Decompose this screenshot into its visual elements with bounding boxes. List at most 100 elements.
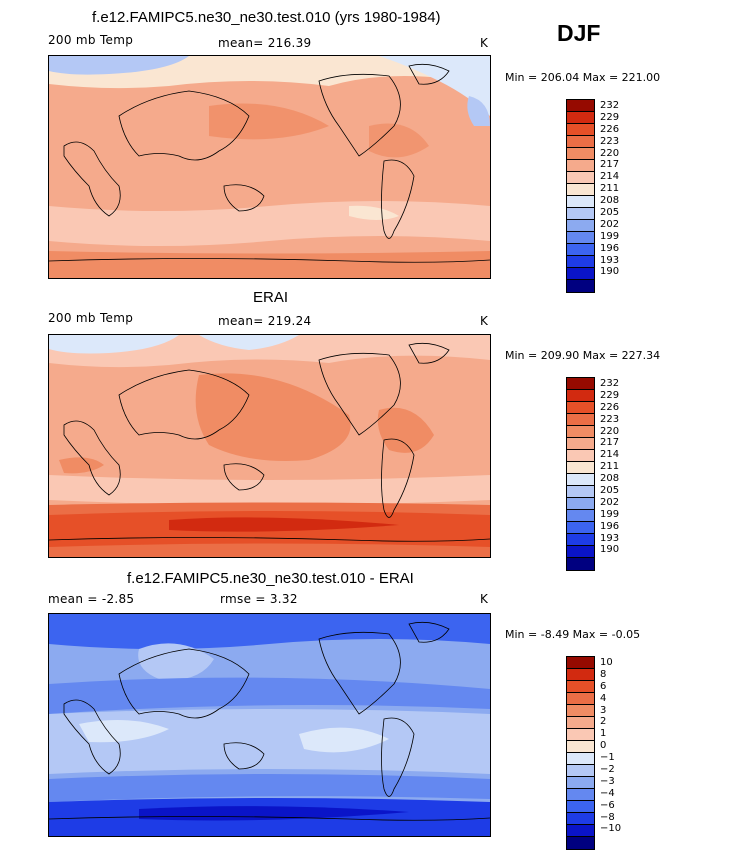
panel3-colorbar-label: 6 bbox=[600, 680, 607, 692]
panel3-mean-label: mean = -2.85 bbox=[48, 592, 135, 606]
panel2-colorbar-label: 214 bbox=[600, 449, 620, 461]
panel1-colorbar-label: 196 bbox=[600, 242, 620, 254]
panel2-colorbar-segment bbox=[567, 534, 594, 546]
panel1-colorbar-segment bbox=[567, 256, 594, 268]
panel1-colorbar-segment bbox=[567, 232, 594, 244]
panel2-colorbar-segment bbox=[567, 522, 594, 534]
panel3-colorbar-label: −10 bbox=[600, 823, 622, 835]
panel2-colorbar-label: 208 bbox=[600, 473, 620, 485]
panel2-colorbar-segment bbox=[567, 558, 594, 570]
panel2-colorbar-label: 217 bbox=[600, 437, 620, 449]
panel1-map bbox=[48, 55, 491, 279]
panel2-colorbar-segment bbox=[567, 498, 594, 510]
panel2-colorbar-labels: 232 229 226 223 220 217 214 211 208 205 202 199 196 1… bbox=[600, 378, 619, 556]
panel1-colorbar-label: 202 bbox=[600, 218, 620, 230]
panel3-colorbar-label: 1 bbox=[600, 728, 607, 740]
panel3-colorbar-label: −3 bbox=[600, 775, 615, 787]
panel3-colorbar-segment bbox=[567, 657, 594, 669]
panel2-colorbar-segment bbox=[567, 438, 594, 450]
panel3-colorbar-segment bbox=[567, 729, 594, 741]
panel1-colorbar-label: 208 bbox=[600, 195, 620, 207]
panel1-colorbar-segment bbox=[567, 136, 594, 148]
panel2-colorbar-segment bbox=[567, 426, 594, 438]
panel3-rmse-label: rmse = 3.32 bbox=[220, 592, 298, 606]
panel1-colorbar-segment bbox=[567, 160, 594, 172]
panel2-unit-label: K bbox=[480, 314, 489, 328]
panel3-colorbar-segment bbox=[567, 837, 594, 849]
season-label: DJF bbox=[557, 20, 601, 46]
panel2-colorbar-label: 220 bbox=[600, 425, 620, 437]
panel2-mean-label: mean= 219.24 bbox=[218, 314, 312, 328]
panel1-variable-label: 200 mb Temp bbox=[48, 33, 134, 47]
panel2-colorbar-label: 229 bbox=[600, 389, 620, 401]
panel1-colorbar-segment bbox=[567, 268, 594, 280]
panel1-colorbar-labels: 232 229 226 223 220 217 214 211 208 205 202 199 196 1… bbox=[600, 100, 619, 278]
panel3-colorbar-segment bbox=[567, 789, 594, 801]
panel1-colorbar-segment bbox=[567, 112, 594, 124]
panel1-colorbar-label: 211 bbox=[600, 183, 620, 195]
panel2-title: ERAI bbox=[253, 289, 289, 306]
panel2-map bbox=[48, 334, 491, 558]
panel1-mean-label: mean= 216.39 bbox=[218, 36, 312, 50]
panel2-colorbar-label: 190 bbox=[600, 544, 620, 556]
panel1-colorbar-label: 226 bbox=[600, 123, 620, 135]
panel3-colorbar-label: −4 bbox=[600, 787, 615, 799]
panel3-coastlines bbox=[49, 621, 490, 821]
panel3-colorbar-label: 3 bbox=[600, 704, 607, 716]
panel2-colorbar-label: 199 bbox=[600, 508, 620, 520]
panel2-colorbar-label: 196 bbox=[600, 520, 620, 532]
panel2-coastlines bbox=[49, 342, 490, 542]
panel1-colorbar-segment bbox=[567, 208, 594, 220]
panel3-colorbar-segment bbox=[567, 753, 594, 765]
panel3-colorbar-label: −8 bbox=[600, 811, 615, 823]
panel1-colorbar-segment bbox=[567, 124, 594, 136]
panel3-map bbox=[48, 613, 491, 837]
panel3-minmax: Min = -8.49 Max = -0.05 bbox=[505, 628, 641, 641]
panel1-colorbar bbox=[566, 99, 595, 293]
panel3-colorbar-segment bbox=[567, 801, 594, 813]
panel3-colorbar-label: 10 bbox=[600, 657, 613, 668]
panel3-colorbar-segment bbox=[567, 717, 594, 729]
panel1-colorbar-segment bbox=[567, 196, 594, 208]
panel1-colorbar-label: 217 bbox=[600, 159, 620, 171]
panel1-colorbar-label: 205 bbox=[600, 207, 620, 219]
panel2-minmax: Min = 209.90 Max = 227.34 bbox=[505, 349, 661, 362]
panel1-colorbar-segment bbox=[567, 148, 594, 160]
panel2-colorbar-segment bbox=[567, 486, 594, 498]
panel3-colorbar-segment bbox=[567, 741, 594, 753]
panel3-colorbar-segment bbox=[567, 813, 594, 825]
panel3-colorbar-segment bbox=[567, 693, 594, 705]
panel2-colorbar-label: 193 bbox=[600, 532, 620, 544]
panel2-colorbar-segment bbox=[567, 510, 594, 522]
panel1-colorbar-label: 229 bbox=[600, 111, 620, 123]
panel3-colorbar-segment bbox=[567, 765, 594, 777]
panel1-colorbar-label: 232 bbox=[600, 100, 620, 111]
panel1-colorbar-segment bbox=[567, 100, 594, 112]
panel2-colorbar-label: 211 bbox=[600, 461, 620, 473]
panel3-colorbar-label: 2 bbox=[600, 716, 607, 728]
panel2-colorbar-segment bbox=[567, 450, 594, 462]
panel2-colorbar-segment bbox=[567, 546, 594, 558]
panel1-colorbar-label: 199 bbox=[600, 230, 620, 242]
panel1-unit-label: K bbox=[480, 36, 489, 50]
panel1-colorbar-segment bbox=[567, 244, 594, 256]
panel3-colorbar-label: −2 bbox=[600, 764, 615, 776]
panel1-coastlines bbox=[49, 63, 490, 263]
panel1-colorbar-segment bbox=[567, 280, 594, 292]
panel2-colorbar-segment bbox=[567, 474, 594, 486]
panel1-colorbar-segment bbox=[567, 172, 594, 184]
panel2-variable-label: 200 mb Temp bbox=[48, 311, 134, 325]
panel3-unit-label: K bbox=[480, 592, 489, 606]
panel1-colorbar-segment bbox=[567, 220, 594, 232]
panel1-colorbar-label: 220 bbox=[600, 147, 620, 159]
panel1-colorbar-label: 214 bbox=[600, 171, 620, 183]
panel1-colorbar-label: 190 bbox=[600, 266, 620, 278]
panel2-colorbar-segment bbox=[567, 414, 594, 426]
panel1-colorbar-label: 223 bbox=[600, 135, 620, 147]
panel1-colorbar-label: 193 bbox=[600, 254, 620, 266]
panel2-colorbar-label: 202 bbox=[600, 496, 620, 508]
panel3-colorbar-segment bbox=[567, 705, 594, 717]
panel2-colorbar-label: 223 bbox=[600, 413, 620, 425]
panel2-colorbar-segment bbox=[567, 462, 594, 474]
panel3-colorbar-labels: 10 8 6 4 3 2 1 0 −1 −2 −3 −4 −6 −8 −10 bbox=[600, 657, 621, 835]
